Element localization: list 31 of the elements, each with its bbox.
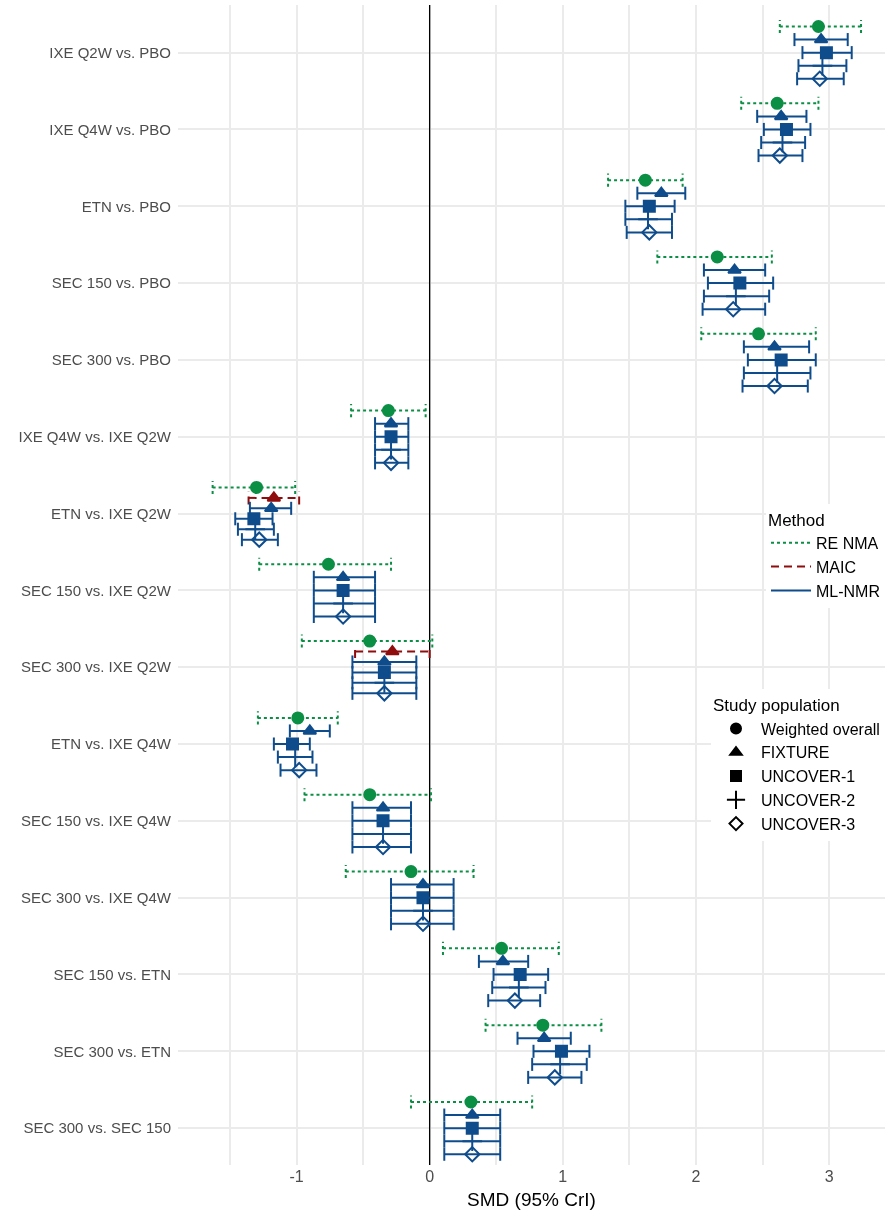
y-tick-label: ETN vs. IXE Q4W xyxy=(50,735,172,753)
annotation: UNCOVER-2 xyxy=(761,792,856,810)
y-tick-label: ETN vs. IXE Q2W xyxy=(50,504,172,522)
legend-label: MAIC xyxy=(816,558,856,576)
y-tick-label: SEC 300 vs. PBO xyxy=(51,351,171,369)
x-tick-label: 3 xyxy=(824,1168,834,1185)
x-tick-label: 1 xyxy=(558,1168,568,1185)
y-tick-label: SEC 150 vs. IXE Q2W xyxy=(20,581,172,599)
y-tick-label: IXE Q2W vs. PBO xyxy=(49,43,171,61)
text: Method xyxy=(768,510,825,530)
text: Study population xyxy=(713,696,840,716)
x-axis-title: SMD (95% CrI) xyxy=(467,1188,596,1210)
y-tick-label: ETN vs. PBO xyxy=(81,197,171,215)
y-tick-label: SEC 300 vs. SEC 150 xyxy=(23,1119,171,1137)
legend-label: ML-NMR xyxy=(816,582,880,600)
annotation: FIXTURE xyxy=(761,744,830,762)
annotation: UNCOVER-3 xyxy=(761,815,856,833)
y-tick-label: SEC 150 vs. ETN xyxy=(53,965,171,983)
annotation: UNCOVER-1 xyxy=(761,768,856,786)
y-tick-label: SEC 150 vs. IXE Q4W xyxy=(20,812,172,830)
y-tick-label: SEC 300 vs. ETN xyxy=(53,1042,171,1060)
annotation: Weighted overall xyxy=(761,720,880,738)
x-tick-label: 2 xyxy=(691,1168,701,1185)
y-tick-label: SEC 300 vs. IXE Q4W xyxy=(20,888,172,906)
y-tick-label: SEC 300 vs. IXE Q2W xyxy=(20,658,172,676)
x-tick-label: -1 xyxy=(289,1168,304,1185)
y-tick-label: IXE Q4W vs. IXE Q2W xyxy=(18,427,172,445)
legend-label: RE NMA xyxy=(816,535,879,553)
y-tick-label: SEC 150 vs. PBO xyxy=(51,274,171,292)
x-tick-label: 0 xyxy=(425,1168,435,1185)
y-tick-label: IXE Q4W vs. PBO xyxy=(49,120,171,138)
